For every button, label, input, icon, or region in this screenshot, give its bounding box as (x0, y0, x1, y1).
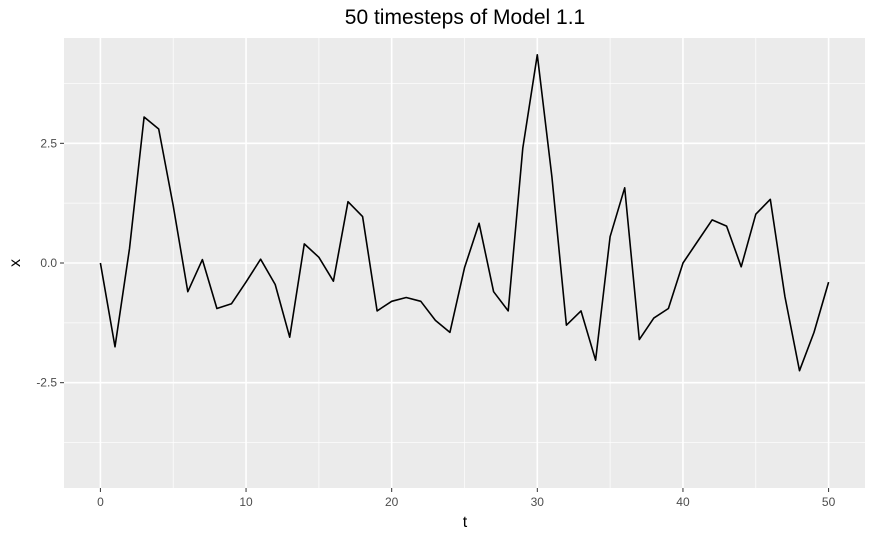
y-axis: -2.5 0.0 2.5 (36, 136, 64, 390)
chart-title: 50 timesteps of Model 1.1 (345, 6, 585, 29)
y-axis-title: x (7, 259, 24, 267)
x-tick-label: 40 (676, 495, 690, 509)
series-line (99, 53, 830, 372)
y-tick-label: 0.0 (40, 256, 57, 270)
x-tick-label: 50 (822, 495, 836, 509)
x-tick-label: 0 (97, 495, 104, 509)
y-tick-label: -2.5 (36, 376, 57, 390)
x-tick-label: 10 (239, 495, 253, 509)
x-axis-title: t (463, 514, 468, 531)
x-tick-label: 20 (385, 495, 399, 509)
series-layer (99, 53, 830, 372)
x-axis: 0 10 20 30 40 50 (97, 488, 836, 509)
y-tick-label: 2.5 (40, 136, 57, 150)
x-tick-label: 30 (531, 495, 545, 509)
